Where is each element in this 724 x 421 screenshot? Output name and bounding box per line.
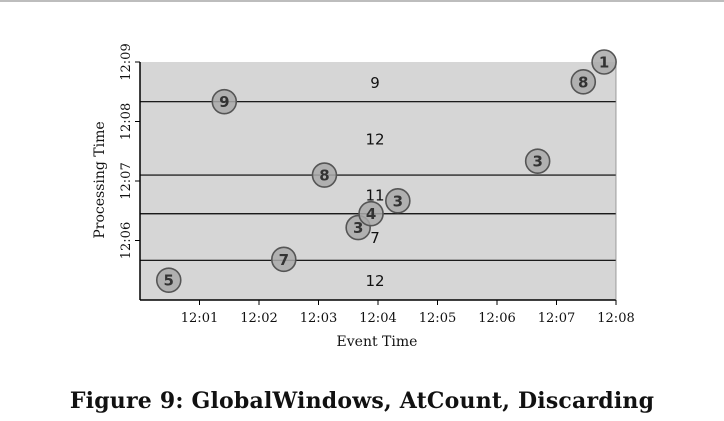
x-axis-label: Event Time bbox=[337, 334, 418, 350]
x-tick-label: 12:02 bbox=[240, 311, 277, 326]
data-point-label: 3 bbox=[353, 219, 363, 237]
data-point-label: 5 bbox=[164, 272, 174, 290]
pane-sum-label: 11 bbox=[365, 186, 384, 204]
data-point-label: 4 bbox=[366, 205, 376, 223]
data-point bbox=[570, 69, 597, 95]
x-tick-label: 12:08 bbox=[597, 311, 634, 326]
data-point bbox=[155, 267, 182, 293]
pane-sum-label: 12 bbox=[365, 272, 384, 290]
pane-sum-label: 12 bbox=[365, 130, 384, 148]
window-pane-background bbox=[140, 62, 616, 300]
tick-labels: 12:01 12:02 12:03 12:04 12:05 12:06 12:07 12:08… bbox=[119, 43, 635, 326]
data-point-label: 7 bbox=[279, 251, 289, 269]
figure-caption: Figure 9: GlobalWindows, AtCount, Discar… bbox=[69, 388, 655, 414]
axis-labels: Event Time Processing Time bbox=[92, 121, 417, 350]
data-point bbox=[524, 148, 551, 174]
data-point bbox=[311, 162, 338, 188]
pane-sum-label: 9 bbox=[370, 74, 380, 92]
pane-sum-label: 7 bbox=[370, 229, 380, 247]
x-tick-label: 12:04 bbox=[359, 311, 396, 326]
y-tick-label: 12:08 bbox=[119, 103, 134, 140]
x-tick-label: 12:03 bbox=[300, 311, 337, 326]
y-tick-label: 12:06 bbox=[119, 222, 134, 259]
data-point-label: 8 bbox=[578, 73, 588, 91]
data-point-label: 3 bbox=[532, 153, 542, 171]
x-tick-label: 12:06 bbox=[478, 311, 515, 326]
data-point bbox=[358, 200, 384, 227]
data-point-label: 1 bbox=[599, 54, 609, 72]
data-point-label: 8 bbox=[319, 167, 329, 185]
window-panes: 12 7 11 12 9 bbox=[140, 62, 616, 300]
data-point bbox=[270, 246, 297, 273]
data-point bbox=[591, 49, 617, 75]
x-tick-label: 12:01 bbox=[181, 311, 218, 326]
x-tick-label: 12:05 bbox=[419, 311, 456, 326]
data-point-label: 9 bbox=[219, 93, 229, 111]
x-tick-label: 12:07 bbox=[538, 311, 575, 326]
data-point bbox=[211, 88, 238, 115]
data-point-label: 3 bbox=[393, 192, 403, 210]
y-axis-label: Processing Time bbox=[92, 121, 108, 238]
y-tick-label: 12:09 bbox=[119, 43, 134, 80]
data-point bbox=[385, 188, 411, 214]
top-divider bbox=[0, 0, 724, 2]
y-tick-label: 12:07 bbox=[119, 162, 134, 199]
